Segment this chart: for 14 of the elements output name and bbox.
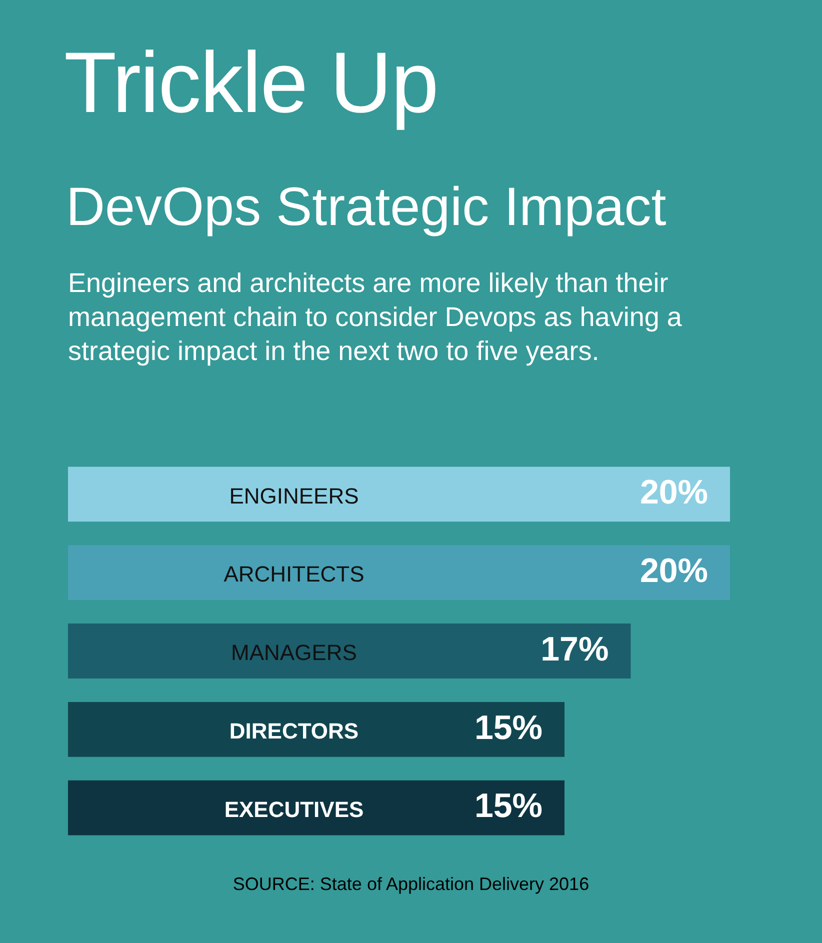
data-label: 17% [540, 630, 609, 668]
data-label: 15% [474, 787, 542, 826]
y-tick-label: MANAGERS [231, 640, 357, 666]
chart-subtitle: DevOps Strategic Impact [66, 177, 666, 237]
y-tick-label: DIRECTORS [229, 718, 359, 744]
y-tick-label: ENGINEERS [229, 483, 359, 508]
source-note: SOURCE: State of Application Delivery 2016 [232, 874, 590, 895]
data-label: 20% [640, 552, 708, 590]
text: Engineers and architects are more likely than their management chain to consider Devops as having a strategic impact in the next two to five years. [68, 267, 683, 368]
y-tick-label: ARCHITECTS [224, 562, 364, 587]
y-tick-label: EXECUTIVES [224, 796, 364, 822]
data-label: 20% [640, 474, 708, 512]
data-label: 15% [474, 708, 542, 747]
chart-title: Trickle Up [64, 35, 438, 131]
